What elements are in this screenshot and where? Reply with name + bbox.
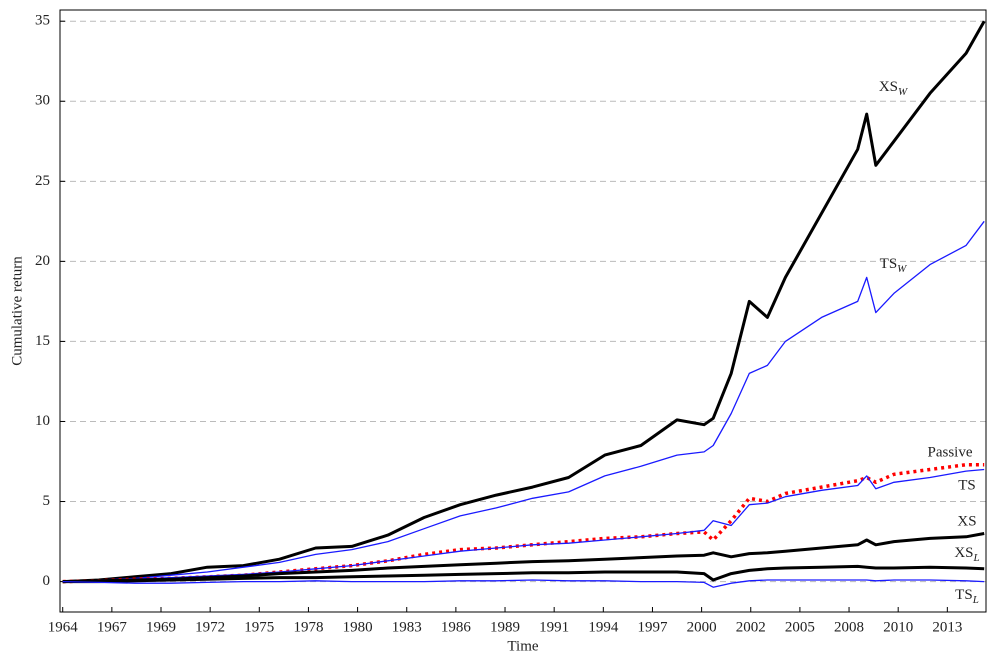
series-line (62, 20, 986, 584)
x-tick-label: 2002 (736, 619, 766, 635)
series-line (62, 468, 985, 583)
x-tick-label: 1983 (392, 619, 422, 635)
x-tick-label: 2013 (932, 619, 962, 635)
series-line (62, 564, 985, 584)
series-label: TSL (955, 587, 979, 605)
x-tick-label: 2008 (834, 619, 864, 635)
series-line (62, 220, 985, 583)
y-tick-label: 25 (35, 173, 50, 189)
x-tick-label: 2010 (883, 619, 913, 635)
x-tick-label: 1975 (244, 619, 274, 635)
y-tick-label: 0 (43, 573, 51, 589)
x-axis-title: Time (507, 638, 538, 651)
x-tick-label: 2005 (785, 619, 815, 635)
x-tick-label: 1964 (48, 619, 79, 635)
x-tick-label: 1986 (441, 619, 472, 635)
y-tick-label: 15 (35, 333, 50, 349)
y-tick-label: 35 (35, 13, 50, 29)
y-tick-label: 30 (35, 93, 50, 109)
x-tick-label: 1989 (490, 619, 520, 635)
plot-frame (59, 9, 987, 613)
y-tick-label: 20 (35, 253, 50, 269)
x-tick-label: 2000 (687, 619, 717, 635)
series-line (62, 462, 985, 584)
series-line (62, 532, 985, 584)
series-label: XS (957, 513, 976, 529)
series-label: Passive (928, 444, 973, 460)
y-tick-label: 5 (43, 493, 51, 509)
x-tick-label: 1980 (343, 619, 373, 635)
x-tick-label: 1997 (637, 619, 668, 635)
series-label: XSL (954, 545, 979, 563)
y-tick-label: 10 (35, 413, 50, 429)
x-tick-label: 1967 (97, 619, 128, 635)
series-label: XSW (879, 79, 908, 97)
x-tick-label: 1972 (195, 619, 225, 635)
x-tick-label: 1991 (539, 619, 569, 635)
series-line (62, 579, 985, 588)
x-tick-label: 1969 (146, 619, 176, 635)
x-tick-label: 1994 (588, 619, 619, 635)
series-label: TS (958, 477, 976, 493)
y-axis-title: Cumulative return (9, 256, 25, 366)
series-label: TSW (880, 256, 908, 274)
x-tick-label: 1978 (293, 619, 323, 635)
